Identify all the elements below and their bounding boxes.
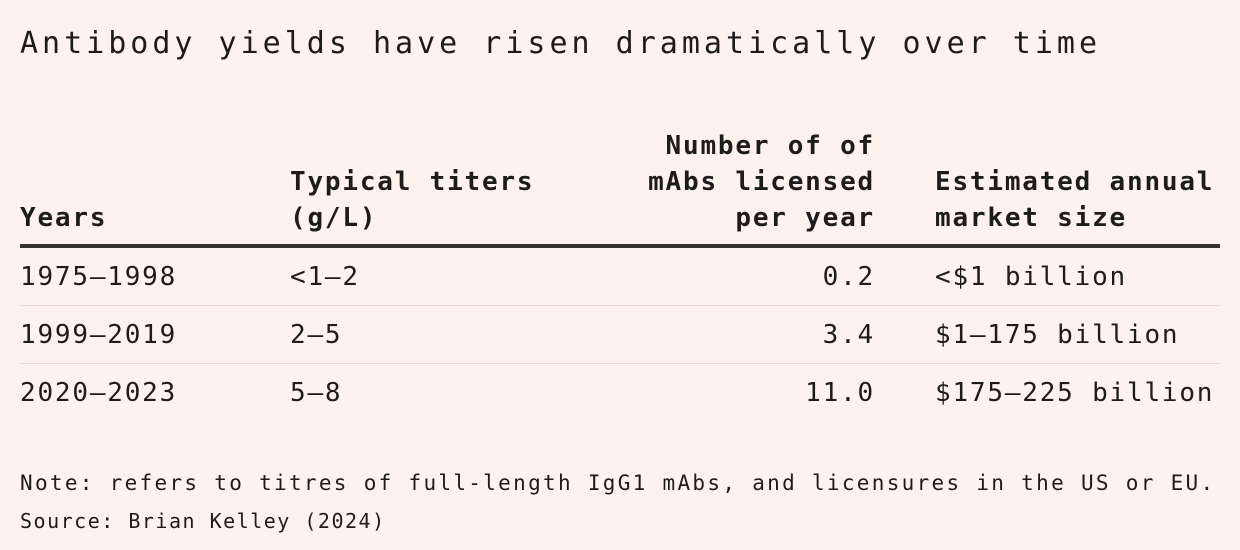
cell-mabs-licensed: 3.4 [822, 319, 875, 350]
header-cell-market-size: Estimated annual market size [935, 167, 1215, 233]
cell-years: 1999–2019 [20, 319, 178, 350]
table-row: 2020–2023 5–8 11.0 $175–225 billion [20, 364, 1220, 422]
page-title: Antibody yields have risen dramatically … [20, 26, 1102, 61]
cell-years: 1975–1998 [20, 261, 178, 292]
data-table: Years Typical titers (g/L) Number of of … [20, 128, 1220, 422]
header-cell-years: Years [20, 203, 108, 233]
cell-titers: 5–8 [290, 378, 343, 408]
cell-market-size: $1–175 billion [935, 319, 1180, 350]
header-cell-titers: Typical titers (g/L) [290, 167, 535, 233]
cell-titers: <1–2 [290, 261, 360, 292]
cell-years: 2020–2023 [20, 378, 178, 408]
source-text: Source: Brian Kelley (2024) [20, 509, 386, 533]
cell-mabs-licensed: 11.0 [805, 378, 875, 408]
table-row: 1999–2019 2–5 3.4 $1–175 billion [20, 306, 1220, 364]
table-header-row: Years Typical titers (g/L) Number of of … [20, 128, 1220, 248]
cell-titers: 2–5 [290, 319, 343, 350]
cell-market-size: <$1 billion [935, 261, 1127, 292]
table-row: 1975–1998 <1–2 0.2 <$1 billion [20, 248, 1220, 306]
cell-mabs-licensed: 0.2 [822, 261, 875, 292]
cell-market-size: $175–225 billion [935, 378, 1215, 408]
note-text: Note: refers to titres of full-length Ig… [20, 471, 1216, 495]
header-cell-mabs-licensed: Number of of mAbs licensed per year [648, 131, 875, 233]
